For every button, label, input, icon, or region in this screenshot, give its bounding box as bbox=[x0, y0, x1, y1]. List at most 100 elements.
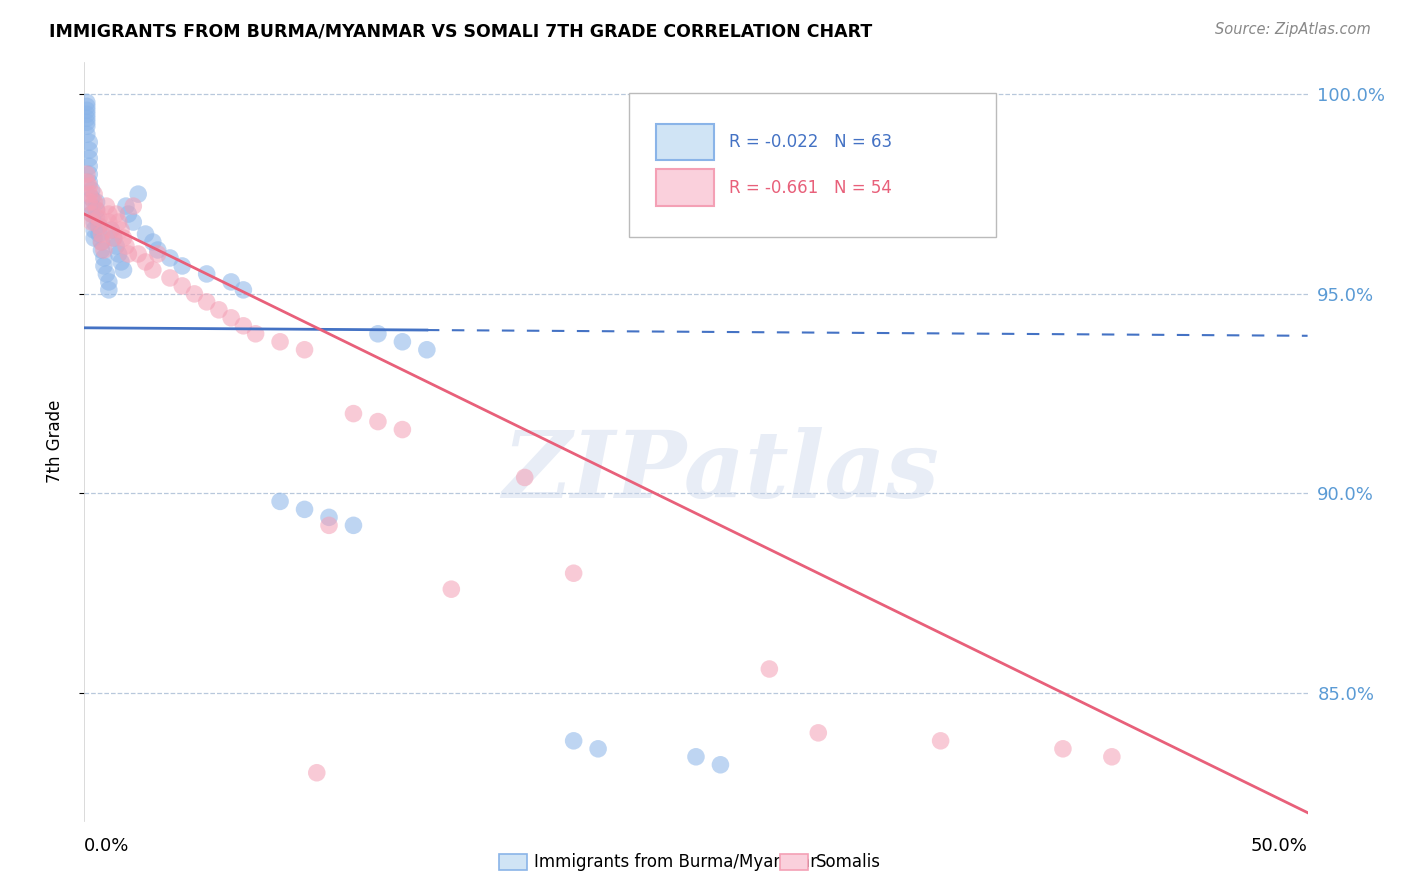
Point bbox=[100, 223, 122, 237]
FancyBboxPatch shape bbox=[655, 169, 714, 206]
Point bbox=[758, 662, 780, 676]
Point bbox=[86, 203, 108, 218]
Point bbox=[76, 112, 98, 126]
Point bbox=[391, 423, 413, 437]
Point bbox=[86, 195, 108, 210]
Point bbox=[232, 283, 254, 297]
Point bbox=[110, 223, 132, 237]
Text: 0.0%: 0.0% bbox=[84, 837, 129, 855]
Point bbox=[367, 326, 389, 341]
Point bbox=[77, 167, 100, 181]
Point bbox=[80, 207, 103, 221]
Point bbox=[83, 195, 105, 210]
Point bbox=[76, 99, 98, 113]
Point bbox=[117, 247, 139, 261]
Point bbox=[183, 286, 205, 301]
Point bbox=[77, 135, 100, 149]
Text: ZIPatlas: ZIPatlas bbox=[502, 427, 939, 516]
Point bbox=[86, 211, 108, 225]
Point bbox=[110, 255, 132, 269]
Point bbox=[90, 235, 112, 249]
Text: R = -0.022   N = 63: R = -0.022 N = 63 bbox=[728, 133, 893, 151]
Point bbox=[87, 227, 110, 241]
Point bbox=[122, 215, 145, 229]
Point bbox=[122, 199, 145, 213]
Point bbox=[1101, 749, 1123, 764]
Point bbox=[96, 199, 118, 213]
Point bbox=[318, 518, 340, 533]
Point bbox=[77, 151, 100, 165]
Point bbox=[97, 275, 120, 289]
Point bbox=[100, 223, 122, 237]
Point bbox=[80, 199, 103, 213]
Text: IMMIGRANTS FROM BURMA/MYANMAR VS SOMALI 7TH GRADE CORRELATION CHART: IMMIGRANTS FROM BURMA/MYANMAR VS SOMALI … bbox=[49, 22, 873, 40]
Point bbox=[80, 215, 103, 229]
Point bbox=[80, 207, 103, 221]
Point bbox=[195, 294, 218, 309]
FancyBboxPatch shape bbox=[628, 93, 995, 236]
Point bbox=[77, 159, 100, 173]
Point bbox=[97, 207, 120, 221]
Point bbox=[76, 167, 98, 181]
Point bbox=[76, 103, 98, 118]
Point bbox=[107, 247, 129, 261]
Point bbox=[103, 231, 125, 245]
Point bbox=[562, 734, 585, 748]
Point bbox=[391, 334, 413, 349]
Point bbox=[83, 215, 105, 229]
Point bbox=[685, 749, 707, 764]
Point bbox=[294, 502, 316, 516]
Point bbox=[142, 263, 165, 277]
Point bbox=[97, 283, 120, 297]
Point bbox=[83, 231, 105, 245]
Point bbox=[83, 187, 105, 202]
Point bbox=[77, 175, 100, 189]
Point bbox=[367, 415, 389, 429]
Point bbox=[159, 251, 181, 265]
Point bbox=[90, 243, 112, 257]
Point bbox=[77, 143, 100, 157]
Point bbox=[127, 247, 149, 261]
Point bbox=[117, 207, 139, 221]
Point bbox=[93, 243, 115, 257]
Point bbox=[709, 757, 731, 772]
Point bbox=[208, 302, 231, 317]
Point bbox=[807, 726, 830, 740]
Point bbox=[87, 219, 110, 233]
Point bbox=[76, 115, 98, 129]
Point bbox=[90, 227, 112, 241]
Point bbox=[269, 494, 291, 508]
Point bbox=[219, 310, 242, 325]
Point bbox=[76, 95, 98, 110]
Point bbox=[232, 318, 254, 333]
Point bbox=[513, 470, 536, 484]
Point bbox=[115, 199, 138, 213]
Point bbox=[127, 187, 149, 202]
Point bbox=[146, 243, 169, 257]
Point bbox=[172, 279, 194, 293]
Point bbox=[416, 343, 439, 357]
Point bbox=[76, 107, 98, 121]
Point bbox=[87, 219, 110, 233]
Y-axis label: 7th Grade: 7th Grade bbox=[45, 400, 63, 483]
Point bbox=[294, 343, 316, 357]
Point bbox=[93, 251, 115, 265]
Point bbox=[103, 231, 125, 245]
Text: Somalis: Somalis bbox=[815, 853, 880, 871]
Point bbox=[80, 183, 103, 197]
Text: Source: ZipAtlas.com: Source: ZipAtlas.com bbox=[1215, 22, 1371, 37]
Point bbox=[146, 247, 169, 261]
Point bbox=[135, 255, 157, 269]
Point bbox=[107, 215, 129, 229]
Point bbox=[112, 231, 135, 245]
Text: R = -0.661   N = 54: R = -0.661 N = 54 bbox=[728, 178, 891, 196]
Point bbox=[77, 195, 100, 210]
Point bbox=[195, 267, 218, 281]
Point bbox=[269, 334, 291, 349]
Point bbox=[172, 259, 194, 273]
Point bbox=[342, 518, 364, 533]
Point bbox=[76, 128, 98, 142]
Point bbox=[135, 227, 157, 241]
Point bbox=[87, 211, 110, 225]
Point bbox=[93, 259, 115, 273]
